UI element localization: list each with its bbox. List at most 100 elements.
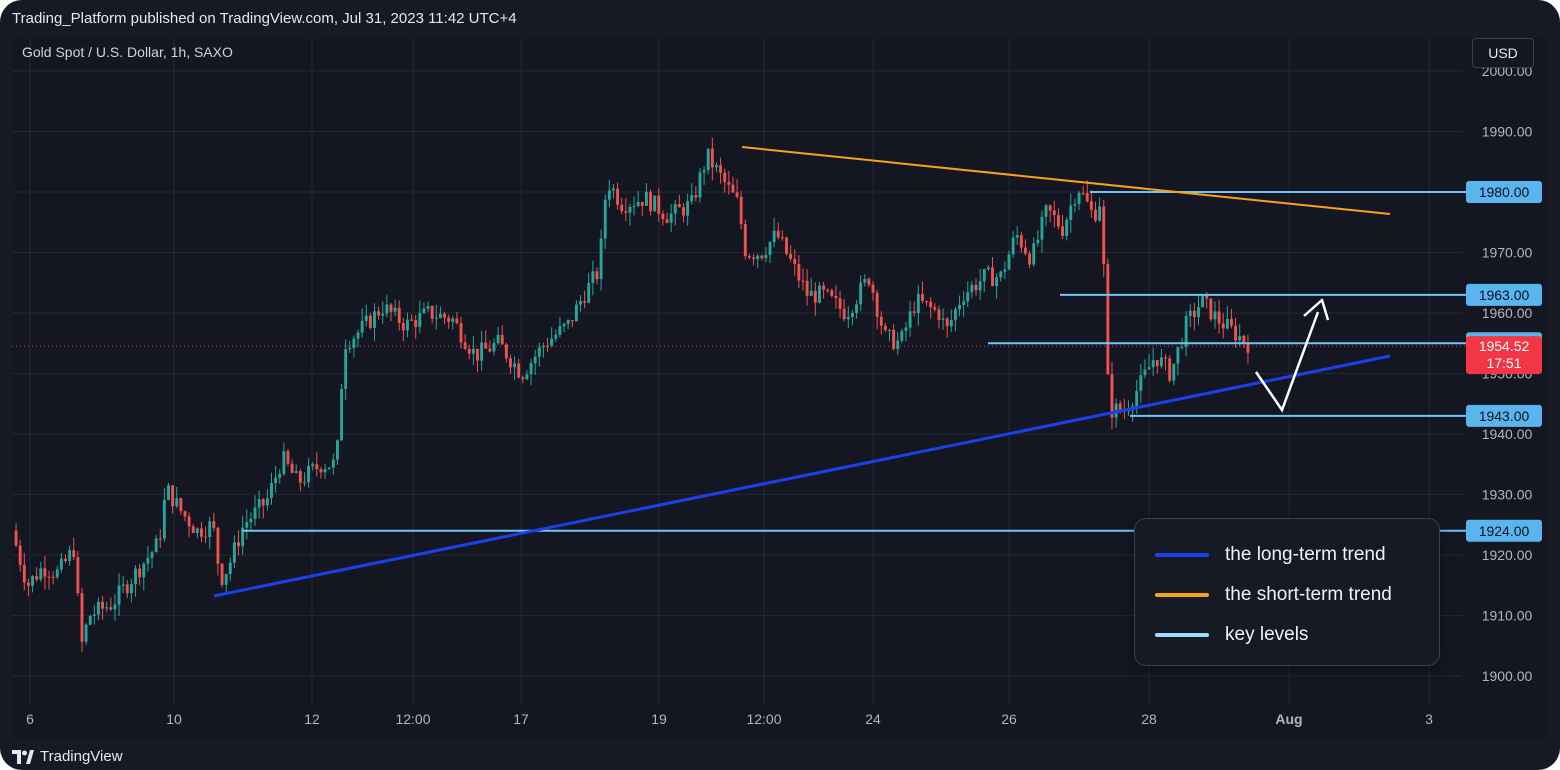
candle-body (826, 289, 830, 291)
x-tick-label: Aug (1275, 711, 1302, 727)
candle-body (785, 237, 788, 254)
candle-body (599, 238, 603, 280)
candle-body (220, 563, 224, 585)
candle-body (476, 348, 479, 361)
candle-body (776, 230, 780, 238)
candle-body (257, 499, 261, 508)
candle-body (669, 213, 673, 223)
candle-body (1065, 219, 1069, 237)
candle-body (1225, 318, 1229, 329)
candle-body (587, 282, 591, 303)
candle-body (31, 576, 34, 586)
candle-body (513, 363, 517, 368)
key-level-tag-label: 1943.00 (1479, 408, 1530, 424)
candle-body (616, 188, 620, 205)
legend-label: key levels (1225, 624, 1309, 645)
candle-body (925, 300, 929, 302)
x-tick-label: 26 (1001, 711, 1017, 727)
candle-body (1077, 192, 1081, 204)
candle-body (484, 342, 488, 349)
candle-body (88, 615, 92, 625)
candle-body (117, 585, 121, 605)
y-tick-label: 1960.00 (1482, 305, 1533, 321)
candle-body (232, 542, 236, 563)
candle-body (846, 316, 850, 320)
candle-body (253, 507, 257, 519)
candle-body (537, 347, 541, 357)
candle-body (385, 304, 389, 314)
candle-body (393, 307, 397, 312)
candle-body (908, 311, 912, 328)
y-tick-label: 1900.00 (1482, 668, 1533, 684)
legend-swatch-short-term (1155, 593, 1209, 597)
candle-body (541, 345, 545, 348)
candle-body (863, 278, 867, 283)
candle-body (59, 558, 63, 570)
candle-body (150, 552, 154, 558)
candle-body (747, 256, 751, 258)
candle-body (562, 323, 566, 327)
candle-body (1011, 237, 1015, 255)
candle-body (1040, 216, 1044, 240)
candle-body (859, 282, 863, 305)
candle-body (377, 311, 381, 316)
candle-body (1155, 360, 1159, 367)
x-tick-label: 6 (26, 711, 34, 727)
candle-body (1205, 295, 1209, 299)
candle-body (822, 285, 826, 290)
candle-body (1192, 310, 1196, 317)
candle-body (546, 345, 549, 347)
candle-body (1106, 264, 1110, 375)
candle-body (35, 576, 39, 580)
candle-body (39, 568, 43, 580)
candle-body (1143, 369, 1147, 376)
candle-body (521, 377, 525, 380)
candle-body (875, 292, 879, 317)
candle-body (175, 498, 179, 507)
candle-body (900, 330, 904, 341)
candle-body (583, 300, 587, 303)
candle-body (451, 318, 455, 322)
trendlines-layer (213, 146, 1391, 598)
candle-body (715, 165, 718, 168)
candle-body (1209, 298, 1213, 320)
candle-body (195, 528, 199, 533)
candle-body (995, 277, 999, 287)
currency-button[interactable]: USD (1472, 38, 1534, 68)
x-axis: 6 10 12 12:00 17 19 12:00 24 26 28 Aug 3 (26, 711, 1433, 727)
candle-body (657, 195, 661, 214)
candle-body (1176, 347, 1180, 364)
candle-body (941, 318, 945, 320)
candle-body (612, 188, 615, 191)
candle-body (945, 318, 949, 327)
candle-body (1056, 215, 1060, 227)
candle-body (974, 284, 978, 291)
key-levels-layer (242, 191, 1466, 532)
legend-swatch-key-levels (1155, 633, 1209, 637)
candle-body (850, 312, 854, 317)
candle-body (1015, 235, 1019, 238)
candle-body (517, 363, 521, 378)
candle-body (72, 550, 76, 558)
candle-body (389, 304, 393, 312)
candle-body (364, 315, 368, 321)
candle-body (1007, 254, 1011, 270)
candle-body (315, 464, 319, 470)
candle-body (303, 482, 306, 484)
candle-body (212, 521, 216, 528)
candle-body (434, 317, 438, 319)
short-term-trendline (741, 146, 1391, 215)
candle-body (76, 557, 80, 594)
y-tick-label: 1920.00 (1482, 547, 1533, 563)
countdown-label: 17:51 (1486, 355, 1521, 371)
y-tick-label: 1990.00 (1482, 124, 1533, 140)
candle-body (916, 293, 920, 313)
candle-body (18, 545, 22, 565)
candle-body (991, 267, 994, 287)
candle-body (208, 521, 212, 538)
y-tick-label: 1930.00 (1482, 487, 1533, 503)
candle-body (307, 466, 311, 483)
candle-body (533, 356, 537, 364)
candle-body (1073, 203, 1077, 206)
